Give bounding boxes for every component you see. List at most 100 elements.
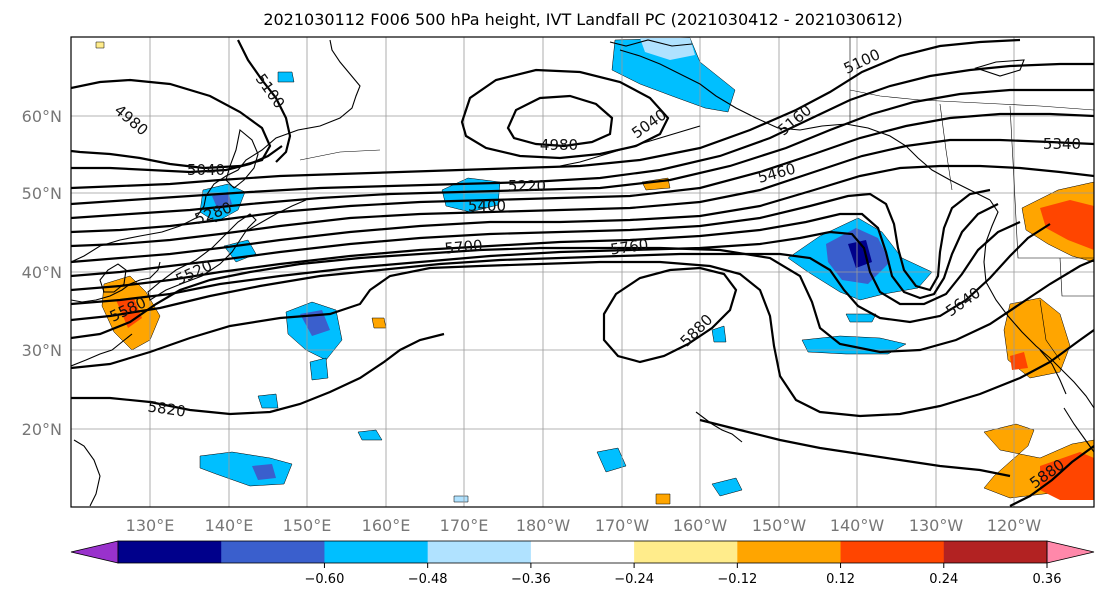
colorbar: −0.60−0.48−0.36−0.24−0.120.120.240.360.4… bbox=[70, 540, 1095, 587]
contour-5640 bbox=[71, 223, 1051, 324]
contour-label-5820: 5820 bbox=[147, 397, 187, 420]
lon-label-180w: 180°W bbox=[516, 516, 571, 535]
colorbar-tick-label: −0.60 bbox=[305, 572, 345, 587]
contour-5220 bbox=[71, 88, 1094, 220]
map-title: 2021030112 F006 500 hPa height, IVT Land… bbox=[263, 10, 902, 29]
coast-alaska bbox=[619, 49, 991, 201]
contour-5460 bbox=[71, 188, 991, 292]
coast-north-america bbox=[983, 199, 1094, 409]
ivt-blob-california-core bbox=[1010, 352, 1028, 370]
coast-kuril-islands bbox=[247, 199, 307, 231]
ivt-blob-subtropical-east-core bbox=[1040, 452, 1094, 500]
coast-kamchatka bbox=[225, 128, 259, 189]
lon-label-120w: 120°W bbox=[987, 516, 1042, 535]
contour-label-5760: 5760 bbox=[609, 235, 649, 258]
contour-5100-west bbox=[237, 39, 292, 163]
ivt-blob-small-pos-2 bbox=[655, 493, 671, 505]
contour-label-5220: 5220 bbox=[508, 177, 546, 195]
coast-philippines bbox=[73, 439, 101, 507]
colorbar-frame bbox=[117, 540, 1048, 564]
lon-label-150e: 150°E bbox=[283, 516, 332, 535]
colorbar-tick-label: 0.24 bbox=[929, 572, 958, 587]
colorbar-swatch bbox=[427, 541, 532, 563]
lon-label-170e: 170°E bbox=[440, 516, 489, 535]
contour-label-5700: 5700 bbox=[444, 236, 484, 257]
contour-5400 bbox=[71, 164, 1094, 264]
lon-label-130w: 130°W bbox=[909, 516, 964, 535]
height-contours bbox=[71, 38, 1094, 507]
ivt-blob-alaska bbox=[611, 37, 736, 113]
ivt-blob-hawaii-east bbox=[711, 477, 743, 497]
colorbar-swatch bbox=[221, 541, 325, 563]
colorbar-swatch bbox=[118, 541, 222, 563]
ivt-blob-gulf-alaska-deep bbox=[848, 240, 872, 268]
colorbar-tick-label: −0.24 bbox=[614, 572, 654, 587]
lon-label-140e: 140°E bbox=[205, 516, 254, 535]
ivt-blob-small-1 bbox=[257, 393, 279, 409]
contour-label-4980-center: 4980 bbox=[540, 136, 578, 154]
colorbar-tick-label: −0.48 bbox=[408, 572, 448, 587]
ivt-blob-pacific-northwest-core bbox=[1040, 200, 1094, 250]
coast-japan bbox=[147, 213, 257, 301]
colorbar-tick-label: −0.36 bbox=[511, 572, 551, 587]
colorbar-swatch bbox=[634, 541, 738, 563]
ivt-blob-central-pacific bbox=[801, 335, 907, 355]
contour-5040-west bbox=[71, 145, 283, 174]
colorbar-swatch bbox=[530, 541, 635, 563]
ivt-blob-small-2 bbox=[357, 429, 383, 441]
coast-korea bbox=[99, 263, 127, 293]
lat-label-20n: 20°N bbox=[22, 420, 62, 439]
contour-4980-center bbox=[506, 94, 614, 148]
ivt-blob-kuroshio bbox=[441, 177, 501, 213]
contour-5100-main bbox=[71, 38, 1021, 190]
coast-hawaii bbox=[695, 411, 743, 443]
lon-label-160e: 160°E bbox=[362, 516, 411, 535]
ivt-blob-west-pacific-small bbox=[309, 357, 329, 381]
colorbar-tick-label: −0.12 bbox=[717, 572, 757, 587]
contour-5700 bbox=[71, 246, 1094, 354]
colorbar-tick-label: 0.12 bbox=[826, 572, 855, 587]
contour-4980-west bbox=[71, 78, 272, 170]
colorbar-extend-high bbox=[1046, 540, 1095, 564]
ivt-blob-small-pos-3 bbox=[95, 41, 105, 49]
ivt-blob-small-pos-1 bbox=[371, 317, 387, 329]
colorbar-tick-label: 0.36 bbox=[1033, 572, 1062, 587]
ivt-blob-small-5 bbox=[453, 495, 469, 503]
ivt-blob-alaska-light bbox=[640, 38, 695, 60]
ivt-blob-hawaii-west bbox=[596, 447, 627, 473]
contour-label-5340: 5340 bbox=[1043, 135, 1081, 153]
coast-alaska-north bbox=[609, 39, 693, 47]
contour-label-5400: 5400 bbox=[468, 197, 506, 215]
lat-label-40n: 40°N bbox=[22, 263, 62, 282]
contour-5820 bbox=[71, 332, 445, 416]
lat-label-50n: 50°N bbox=[22, 184, 62, 203]
contour-5580 bbox=[71, 220, 1021, 306]
ivt-blob-small-3 bbox=[711, 325, 727, 343]
colorbar-swatch bbox=[737, 541, 842, 563]
contour-5820-east bbox=[699, 418, 1011, 478]
contour-5520 bbox=[71, 203, 999, 300]
ivt-blob-subtropical-west-core bbox=[252, 464, 276, 480]
lat-label-60n: 60°N bbox=[22, 107, 62, 126]
contour-5880-center bbox=[602, 266, 738, 364]
contour-label-5040-west: 5040 bbox=[187, 161, 225, 179]
colorbar-swatch bbox=[943, 541, 1048, 563]
lon-label-140w: 140°W bbox=[830, 516, 885, 535]
contour-5340 bbox=[71, 138, 1094, 248]
lon-label-150w: 150°W bbox=[752, 516, 807, 535]
coast-baja bbox=[1039, 349, 1067, 395]
coast-mexico bbox=[1063, 407, 1094, 453]
contour-5160 bbox=[71, 62, 1094, 206]
colorbar-extend-low bbox=[70, 540, 119, 564]
contour-5040-center bbox=[460, 68, 670, 160]
ivt-blob-central-pacific-small bbox=[845, 313, 877, 323]
lon-label-160w: 160°W bbox=[673, 516, 728, 535]
contour-5880-east bbox=[1009, 445, 1094, 507]
map-frame bbox=[70, 36, 1095, 508]
contour-5760 bbox=[71, 260, 1094, 418]
longitude-labels: 130°E 140°E 150°E 160°E 170°E 180°W 170°… bbox=[126, 516, 1042, 535]
borders bbox=[299, 37, 1094, 361]
contour-5280 bbox=[71, 112, 1094, 234]
ivt-blob-small-4 bbox=[277, 71, 295, 83]
